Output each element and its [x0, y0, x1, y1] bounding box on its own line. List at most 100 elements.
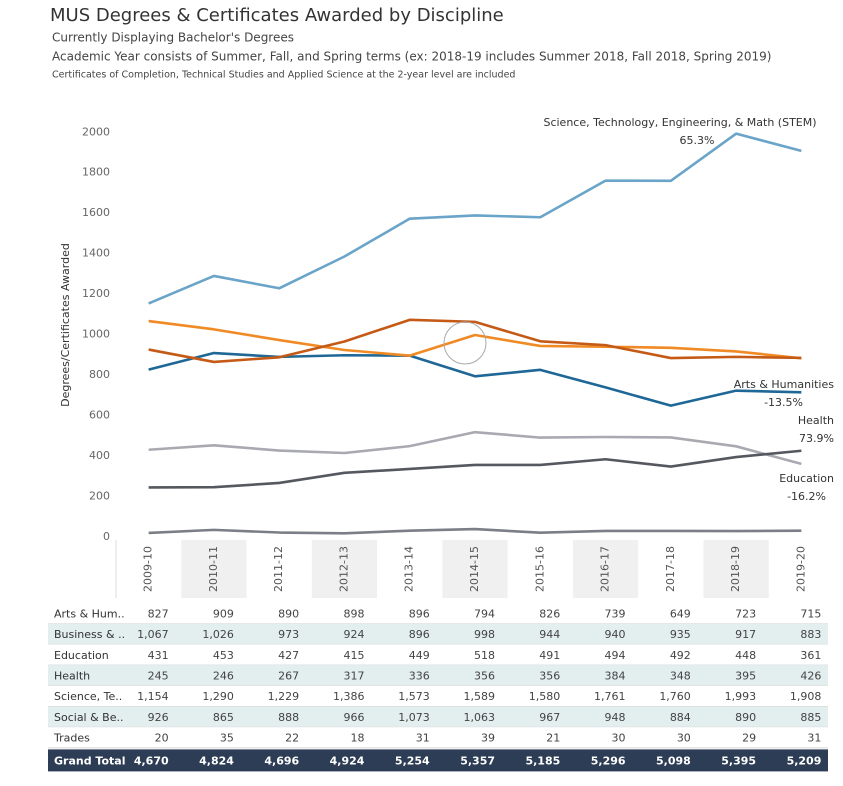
x-tick-label: 2015-16 — [533, 546, 546, 592]
total-cell: 5,357 — [460, 754, 495, 767]
table-cell: 22 — [285, 732, 299, 745]
total-cell: 5,185 — [525, 754, 560, 767]
table-cell: 1,154 — [137, 690, 169, 703]
table-row — [48, 644, 828, 666]
total-cell: 4,824 — [199, 754, 234, 767]
table-cell: 1,290 — [202, 690, 234, 703]
table-cell: 29 — [742, 732, 756, 745]
table-cell: 865 — [213, 711, 234, 724]
hover-highlight — [443, 321, 487, 365]
row-label: Science, Te.. — [54, 690, 122, 703]
table-cell: 426 — [800, 669, 821, 682]
table-cell: 1,073 — [398, 711, 430, 724]
table-cell: 448 — [735, 649, 756, 662]
y-tick-label: 400 — [89, 449, 110, 462]
table-cell: 356 — [539, 669, 560, 682]
note: Certificates of Completion, Technical St… — [52, 70, 515, 81]
table-cell: 896 — [409, 628, 430, 641]
table-cell: 794 — [474, 607, 495, 620]
table-cell: 967 — [539, 711, 560, 724]
annotation: Health — [798, 414, 834, 427]
x-tick-label: 2016-17 — [599, 546, 612, 592]
table-cell: 1,760 — [659, 690, 691, 703]
row-label: Trades — [53, 732, 90, 745]
x-tick-label: 2013-14 — [403, 546, 416, 592]
table-cell: 395 — [735, 669, 756, 682]
row-label: Education — [54, 649, 109, 662]
table-cell: 21 — [546, 732, 560, 745]
table-cell: 361 — [800, 649, 821, 662]
table-cell: 1,386 — [333, 690, 365, 703]
table-cell: 973 — [278, 628, 299, 641]
table-cell: 20 — [155, 732, 169, 745]
table-row — [48, 685, 828, 707]
table-cell: 890 — [278, 607, 299, 620]
annotation: 65.3% — [680, 134, 715, 147]
column-shade — [181, 540, 247, 598]
table-cell: 1,026 — [202, 628, 234, 641]
table-cell: 35 — [220, 732, 234, 745]
note: Academic Year consists of Summer, Fall, … — [52, 50, 771, 64]
table-cell: 453 — [213, 649, 234, 662]
annotation: 73.9% — [799, 432, 834, 445]
table-cell: 1,229 — [268, 690, 300, 703]
table-cell: 1,063 — [464, 711, 496, 724]
table-cell: 944 — [539, 628, 560, 641]
table-cell: 826 — [539, 607, 560, 620]
y-tick-label: 0 — [103, 530, 110, 543]
series-line — [148, 527, 802, 535]
total-cell: 5,209 — [787, 754, 822, 767]
y-tick-label: 1400 — [82, 247, 110, 260]
table-cell: 31 — [807, 732, 821, 745]
table-row — [48, 727, 828, 748]
table-cell: 924 — [343, 628, 364, 641]
total-cell: 5,296 — [591, 754, 626, 767]
table-row — [48, 706, 828, 728]
table-cell: 1,993 — [725, 690, 757, 703]
table-cell: 966 — [343, 711, 364, 724]
table-cell: 1,908 — [790, 690, 822, 703]
table-cell: 888 — [278, 711, 299, 724]
y-tick-label: 1800 — [82, 166, 110, 179]
y-tick-label: 600 — [89, 409, 110, 422]
x-tick-label: 2018-19 — [729, 546, 742, 592]
table-cell: 245 — [148, 669, 169, 682]
table-cell: 491 — [539, 649, 560, 662]
table-cell: 415 — [343, 649, 364, 662]
x-tick-label: 2014-15 — [468, 546, 481, 592]
table-cell: 336 — [409, 669, 430, 682]
annotation: Arts & Humanities — [734, 378, 835, 391]
y-tick-label: 2000 — [82, 125, 110, 138]
total-cell: 4,670 — [134, 754, 169, 767]
table-cell: 998 — [474, 628, 495, 641]
row-label: Health — [54, 669, 90, 682]
table-cell: 356 — [474, 669, 495, 682]
x-tick-label: 2019-20 — [794, 546, 807, 592]
series-line — [148, 132, 802, 305]
table-cell: 1,589 — [464, 690, 496, 703]
total-cell: 5,395 — [721, 754, 756, 767]
annotation: Science, Technology, Engineering, & Math… — [543, 116, 816, 129]
table-cell: 827 — [148, 607, 169, 620]
table-cell: 1,761 — [594, 690, 626, 703]
table-cell: 518 — [474, 649, 495, 662]
table-cell: 427 — [278, 649, 299, 662]
total-label: Grand Total — [54, 754, 125, 767]
table-cell: 449 — [409, 649, 430, 662]
series-line — [148, 318, 802, 364]
series-line — [148, 430, 802, 466]
table-cell: 909 — [213, 607, 234, 620]
table-cell: 896 — [409, 607, 430, 620]
series-line — [148, 449, 802, 489]
y-tick-label: 200 — [89, 489, 110, 502]
table-cell: 348 — [670, 669, 691, 682]
x-tick-label: 2011-12 — [272, 546, 285, 592]
table-cell: 317 — [343, 669, 364, 682]
column-shade — [703, 540, 769, 598]
column-shade — [572, 540, 639, 598]
table-cell: 494 — [605, 649, 626, 662]
y-tick-label: 1000 — [82, 328, 110, 341]
table-cell: 890 — [735, 711, 756, 724]
table-cell: 492 — [670, 649, 691, 662]
